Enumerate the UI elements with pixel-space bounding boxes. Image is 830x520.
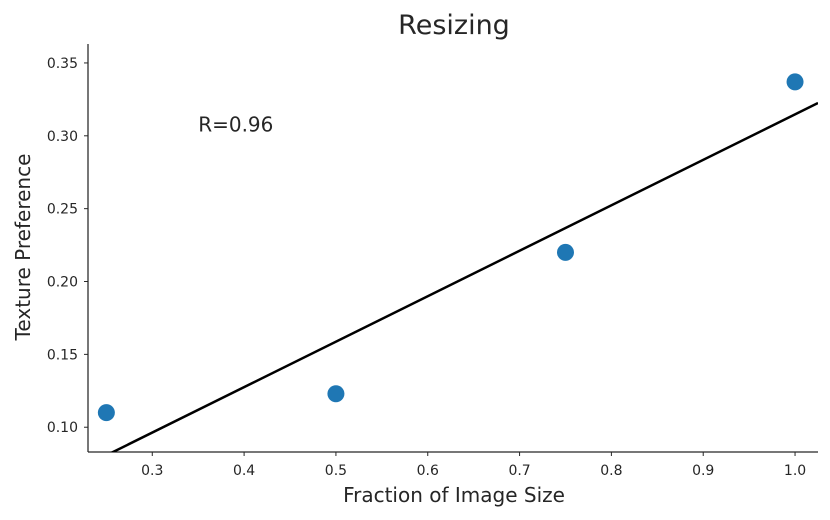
x-tick-label: 0.4 [233,463,255,479]
y-tick-label: 0.15 [47,347,78,363]
data-point [786,73,804,91]
x-tick-label: 0.8 [600,463,622,479]
y-tick-label: 0.10 [47,420,78,436]
x-tick-label: 0.9 [692,463,714,479]
chart-title: Resizing [398,10,510,41]
y-tick-label: 0.25 [47,202,78,218]
data-point [97,404,115,422]
y-tick-label: 0.35 [47,56,78,72]
x-tick-label: 0.6 [417,463,439,479]
x-tick-label: 0.7 [508,463,530,479]
plot-area: 0.3 0.4 0.5 0.6 0.7 0.8 0.9 1.0 0.10 0.15 0.20 0.25… [47,44,818,479]
y-axis-label: Texture Preference [11,154,35,342]
regression-line [110,101,818,452]
data-point [556,243,574,261]
y-tick-label: 0.30 [47,129,78,145]
x-axis-label: Fraction of Image Size [343,483,565,507]
correlation-annotation: R=0.96 [198,112,273,136]
data-point [327,385,345,403]
x-tick-label: 0.5 [325,463,347,479]
y-tick-label: 0.20 [47,275,78,291]
x-tick-label: 0.3 [141,463,163,479]
x-tick-label: 1.0 [784,463,806,479]
